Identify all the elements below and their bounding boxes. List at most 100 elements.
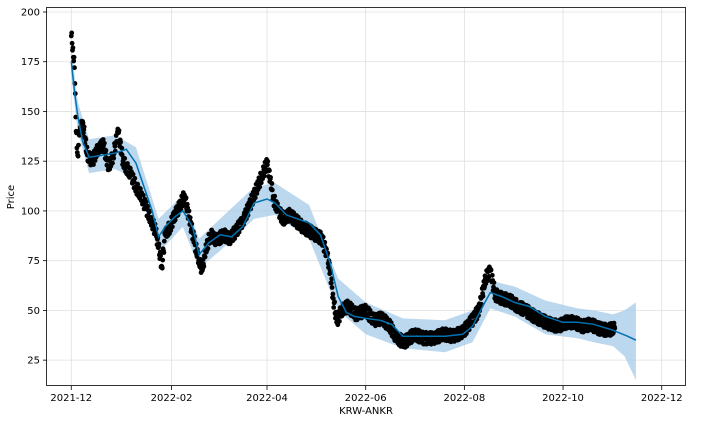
gridlines: [47, 8, 686, 386]
x-tick-label: 2022-06: [345, 393, 387, 404]
observed-point: [91, 162, 96, 167]
observed-point: [513, 296, 519, 302]
x-tick-label: 2022-02: [151, 393, 193, 404]
observed-point: [578, 317, 584, 323]
observed-point: [201, 264, 207, 269]
observed-point: [161, 238, 167, 244]
y-tick-label: 125: [21, 157, 40, 168]
observed-point: [184, 201, 190, 207]
observed-point: [611, 320, 617, 326]
observed-point: [183, 195, 189, 201]
observed-point: [140, 192, 146, 198]
y-tick-label: 175: [21, 57, 40, 68]
observed-point: [112, 143, 118, 149]
observed-point: [269, 181, 275, 186]
observed-point: [103, 148, 109, 153]
observed-point: [232, 236, 238, 242]
x-tick-label: 2021-12: [50, 393, 92, 404]
observed-point: [83, 137, 89, 142]
observed-point: [122, 156, 128, 161]
observed-point: [110, 160, 115, 166]
observed-point: [116, 128, 122, 134]
y-tick-label: 50: [27, 306, 40, 317]
observed-point: [146, 209, 152, 215]
observed-point: [69, 30, 75, 36]
observed-point: [76, 142, 81, 148]
observed-point: [71, 54, 77, 60]
observed-point: [160, 257, 166, 263]
observed-point: [172, 217, 178, 223]
observed-point: [258, 180, 264, 186]
observed-point: [118, 139, 123, 145]
observed-point: [332, 299, 337, 305]
observed-point: [70, 45, 76, 51]
observed-point: [202, 254, 208, 260]
observed-point: [102, 140, 107, 146]
y-tick-label: 25: [27, 356, 40, 367]
observed-point: [156, 241, 162, 247]
observed-point: [267, 168, 272, 174]
observed-point: [272, 193, 278, 199]
y-tick-label: 75: [27, 256, 40, 267]
observed-point: [80, 120, 86, 126]
x-tick-label: 2022-04: [246, 393, 288, 404]
observed-point: [265, 162, 270, 168]
observed-point: [119, 145, 125, 151]
y-tick-label: 200: [21, 7, 40, 18]
observed-point: [328, 280, 334, 286]
observed-point: [491, 280, 497, 285]
y-tick-label: 100: [21, 206, 40, 217]
observed-point: [480, 293, 486, 299]
observed-point: [161, 250, 167, 256]
observed-point: [252, 195, 258, 201]
y-axis-ticks: 25 50 75 100 125 150 175 200: [21, 7, 47, 367]
observed-point: [265, 158, 271, 164]
observed-points-layer: [68, 30, 618, 350]
x-axis-label: KRW-ANKR: [339, 406, 393, 417]
forecast-line: [70, 61, 637, 341]
observed-point: [75, 153, 81, 159]
observed-point: [331, 305, 337, 310]
observed-point: [130, 171, 136, 177]
observed-point: [138, 186, 143, 192]
observed-point: [489, 272, 495, 278]
observed-point: [100, 137, 106, 142]
observed-point: [132, 175, 138, 181]
observed-point: [254, 191, 260, 196]
x-axis-ticks: 2021-12 2022-02 2022-04 2022-06 2022-08 2022-…: [50, 386, 683, 404]
observed-point: [186, 208, 192, 214]
observed-point: [170, 224, 175, 230]
x-tick-label: 2022-08: [443, 393, 485, 404]
observed-point: [73, 114, 79, 120]
forecast-line-layer: [70, 61, 637, 341]
observed-point: [72, 65, 77, 71]
observed-point: [143, 199, 149, 205]
observed-point: [71, 58, 77, 64]
observed-point: [92, 158, 98, 163]
observed-point: [168, 228, 174, 233]
observed-point: [488, 267, 494, 273]
y-tick-label: 150: [21, 107, 40, 118]
observed-point: [205, 246, 211, 251]
observed-point: [125, 161, 130, 166]
observed-point: [81, 124, 87, 130]
observed-point: [187, 215, 193, 221]
observed-point: [330, 291, 336, 297]
observed-point: [194, 254, 200, 259]
observed-point: [269, 187, 275, 193]
observed-point: [268, 175, 273, 180]
observed-point: [69, 40, 75, 46]
x-tick-label: 2022-10: [542, 393, 584, 404]
observed-point: [329, 285, 335, 290]
observed-point: [159, 265, 165, 271]
x-tick-label: 2022-12: [641, 393, 683, 404]
observed-point: [158, 253, 164, 259]
observed-point: [111, 155, 117, 161]
observed-point: [145, 203, 151, 209]
y-axis-label: Price: [6, 185, 17, 209]
observed-point: [261, 173, 267, 179]
observed-point: [612, 325, 618, 331]
